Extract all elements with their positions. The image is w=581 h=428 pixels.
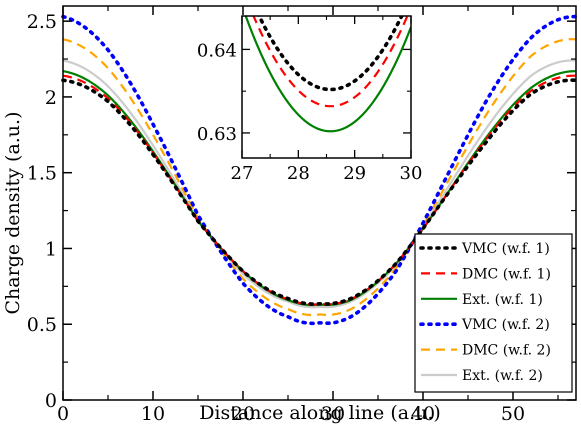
y-tick-label: 0.5 [27,314,57,336]
legend: VMC (w.f. 1) DMC (w.f. 1) Ext. (w.f. 1) VMC… [414,233,573,393]
y-tick-label: 1 [45,238,57,260]
inset-x-tick-label: 27 [231,163,254,184]
series-line-2 [62,74,577,306]
legend-label: DMC (w.f. 2) [462,343,551,359]
main-plot-area [61,14,578,326]
inset-series-line-2 [252,16,409,108]
inset-y-tick-label: 0.63 [197,124,237,145]
x-tick-label: 10 [141,403,165,425]
series-line-1 [61,78,578,306]
x-axis-label: Distance along line (a.u.) [199,402,441,424]
inset-series [244,16,411,133]
plot-frame [62,5,577,401]
series-line-5 [62,38,577,317]
inset-plot: 27 28 29 30 0.63 0.64 [197,15,423,184]
x-tick-label: 40 [411,403,435,425]
legend-label: Ext. (w.f. 1) [462,292,543,308]
legend-label: VMC (w.f. 1) [461,241,550,257]
inset-series-line-1 [257,16,404,92]
x-tick-label: 50 [501,403,525,425]
y-tick-label: 0 [45,390,57,412]
inset-background [242,16,411,158]
inset-x-tick-label: 28 [287,163,310,184]
inset-y-tick-label: 0.64 [197,40,237,61]
legend-label: Ext. (w.f. 2) [462,368,543,384]
legend-box [414,233,573,393]
x-tick-label: 20 [231,403,255,425]
series-line-4 [61,14,578,326]
series-line-6 [62,59,577,309]
x-tick-label: 0 [57,403,69,425]
inset-x-tick-label: 30 [400,163,423,184]
x-tick-label: 30 [321,403,345,425]
legend-label: VMC (w.f. 2) [461,317,550,333]
y-tick-label: 2.5 [27,11,57,33]
main-axes: 0 10 20 30 40 50 0 0.5 1 1.5 2 2.5 [27,5,577,425]
y-tick-label: 2 [45,87,57,109]
legend-label: DMC (w.f. 1) [462,266,551,282]
y-axis-label: Charge density (a.u.) [2,112,24,315]
inset-x-tick-label: 29 [343,163,366,184]
inset-series-line-3 [244,16,411,133]
y-tick-label: 1.5 [27,163,57,185]
